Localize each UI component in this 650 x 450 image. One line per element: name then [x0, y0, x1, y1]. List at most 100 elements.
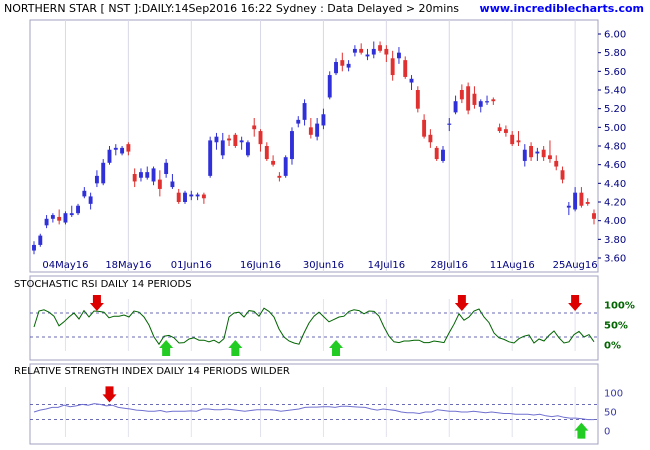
- candle-up: [38, 235, 43, 245]
- price-y-tick: 4.80: [604, 142, 626, 153]
- price-y-tick: 5.60: [604, 67, 626, 78]
- price-x-tick: 28Jul16: [431, 260, 469, 271]
- stochastic-sell-arrow: [568, 295, 583, 311]
- price-x-axis: 04May16 18May16 01Jun16 16Jun16 30Jun16 14Jul…: [42, 260, 597, 271]
- candle-up: [164, 162, 169, 174]
- rsi-y-tick: 0: [604, 427, 610, 438]
- candle-up: [327, 75, 332, 98]
- stochastic-y-tick: 50%: [604, 321, 628, 332]
- candle-up: [453, 101, 458, 113]
- candle-up: [334, 62, 338, 74]
- price-x-tick: 25Aug16: [553, 260, 598, 271]
- candle-up: [220, 140, 225, 156]
- rsi-panel: RELATIVE STRENGTH INDEX DAILY 14 PERIODS…: [14, 363, 623, 445]
- candle-down: [434, 147, 439, 160]
- candle-down: [277, 175, 282, 178]
- rsi-sell-arrow: [102, 386, 117, 403]
- stochastic-panel-title: STOCHASTIC RSI DAILY 14 PERIODS: [14, 279, 192, 290]
- candle-down: [415, 90, 420, 109]
- price-x-tick: 01Jun16: [171, 260, 212, 271]
- candle-up: [321, 114, 326, 126]
- candle-up: [32, 244, 36, 251]
- stochastic-buy-arrow: [159, 340, 174, 356]
- candle-up: [485, 101, 489, 103]
- chart-header-title: NORTHERN STAR [ NST ]:DAILY:14Sep2016 16…: [4, 2, 459, 15]
- candle-down: [264, 146, 269, 160]
- price-y-tick: 5.00: [604, 123, 626, 134]
- candle-down: [176, 192, 181, 202]
- candle-down: [585, 202, 590, 204]
- candle-up: [315, 123, 320, 137]
- price-y-tick: 4.60: [604, 160, 626, 171]
- candle-up: [409, 78, 414, 83]
- candle-down: [428, 134, 433, 143]
- stochastic-y-tick: 0%: [604, 341, 621, 352]
- price-y-tick: 4.00: [604, 216, 626, 227]
- price-y-tick: 5.80: [604, 48, 626, 59]
- candle-up: [145, 172, 150, 178]
- stochastic-line: [33, 307, 595, 346]
- candle-down: [258, 131, 263, 145]
- rsi-signal-arrows: [102, 386, 589, 439]
- price-y-tick: 5.40: [604, 86, 626, 97]
- stochastic-grid: [30, 299, 598, 351]
- candle-up: [371, 48, 376, 55]
- candle-up: [151, 168, 156, 182]
- candle-up: [346, 63, 351, 68]
- candle-down: [510, 134, 515, 145]
- rsi-buy-arrow: [574, 422, 589, 439]
- candle-down: [271, 160, 276, 165]
- candle-up: [283, 157, 288, 176]
- candle-down: [403, 60, 408, 77]
- stochastic-buy-arrow: [329, 340, 344, 356]
- price-y-tick: 4.40: [604, 179, 626, 190]
- candle-up: [478, 101, 483, 107]
- price-panel: 6.00 5.80 5.60 5.40 5.20 5.00 4.80 4.60 4.40 4.20…: [29, 19, 626, 273]
- candle-up: [69, 213, 74, 216]
- price-grid: [64, 20, 576, 272]
- price-x-tick: 16Jun16: [240, 260, 281, 271]
- candle-up: [170, 181, 175, 188]
- candle-down: [233, 134, 238, 146]
- stochastic-y-axis: 100% 50% 0%: [604, 301, 635, 352]
- candle-up: [447, 123, 452, 125]
- candle-up: [239, 140, 244, 143]
- stochastic-sell-arrow: [454, 295, 469, 311]
- candle-down: [466, 86, 471, 111]
- candle-down: [560, 170, 565, 180]
- rsi-y-tick: 100: [604, 389, 623, 400]
- candle-down: [459, 90, 464, 100]
- candle-down: [541, 149, 546, 158]
- site-link[interactable]: www.incrediblecharts.com: [480, 2, 644, 15]
- rsi-y-tick: 50: [604, 408, 617, 419]
- candle-down: [503, 129, 508, 133]
- candle-down: [308, 127, 313, 135]
- candle-up: [441, 149, 445, 161]
- candle-up: [189, 194, 194, 197]
- candle-down: [491, 99, 496, 102]
- candle-up: [107, 149, 112, 163]
- price-x-tick: 04May16: [42, 260, 88, 271]
- rsi-grid: [30, 387, 598, 437]
- price-y-tick: 5.20: [604, 104, 626, 115]
- candle-up: [183, 192, 187, 202]
- stochastic-panel: STOCHASTIC RSI DAILY 14 PERIODS 100% 50% 0…: [14, 275, 635, 361]
- candle-up: [88, 196, 93, 204]
- candle-up: [566, 205, 571, 208]
- candle-down: [579, 192, 584, 206]
- candle-down: [592, 213, 596, 219]
- candle-down: [384, 48, 389, 55]
- candle-up: [365, 54, 370, 57]
- candle-up: [63, 213, 68, 223]
- candle-down: [548, 155, 552, 160]
- candle-down: [359, 48, 364, 53]
- candle-up: [296, 119, 301, 124]
- stochastic-y-tick: 100%: [604, 301, 635, 312]
- price-x-tick: 30Jun16: [303, 260, 344, 271]
- candle-up: [50, 215, 55, 219]
- price-candles: [32, 41, 596, 255]
- candle-down: [422, 119, 427, 137]
- candle-up: [352, 48, 357, 53]
- candle-down: [529, 146, 534, 158]
